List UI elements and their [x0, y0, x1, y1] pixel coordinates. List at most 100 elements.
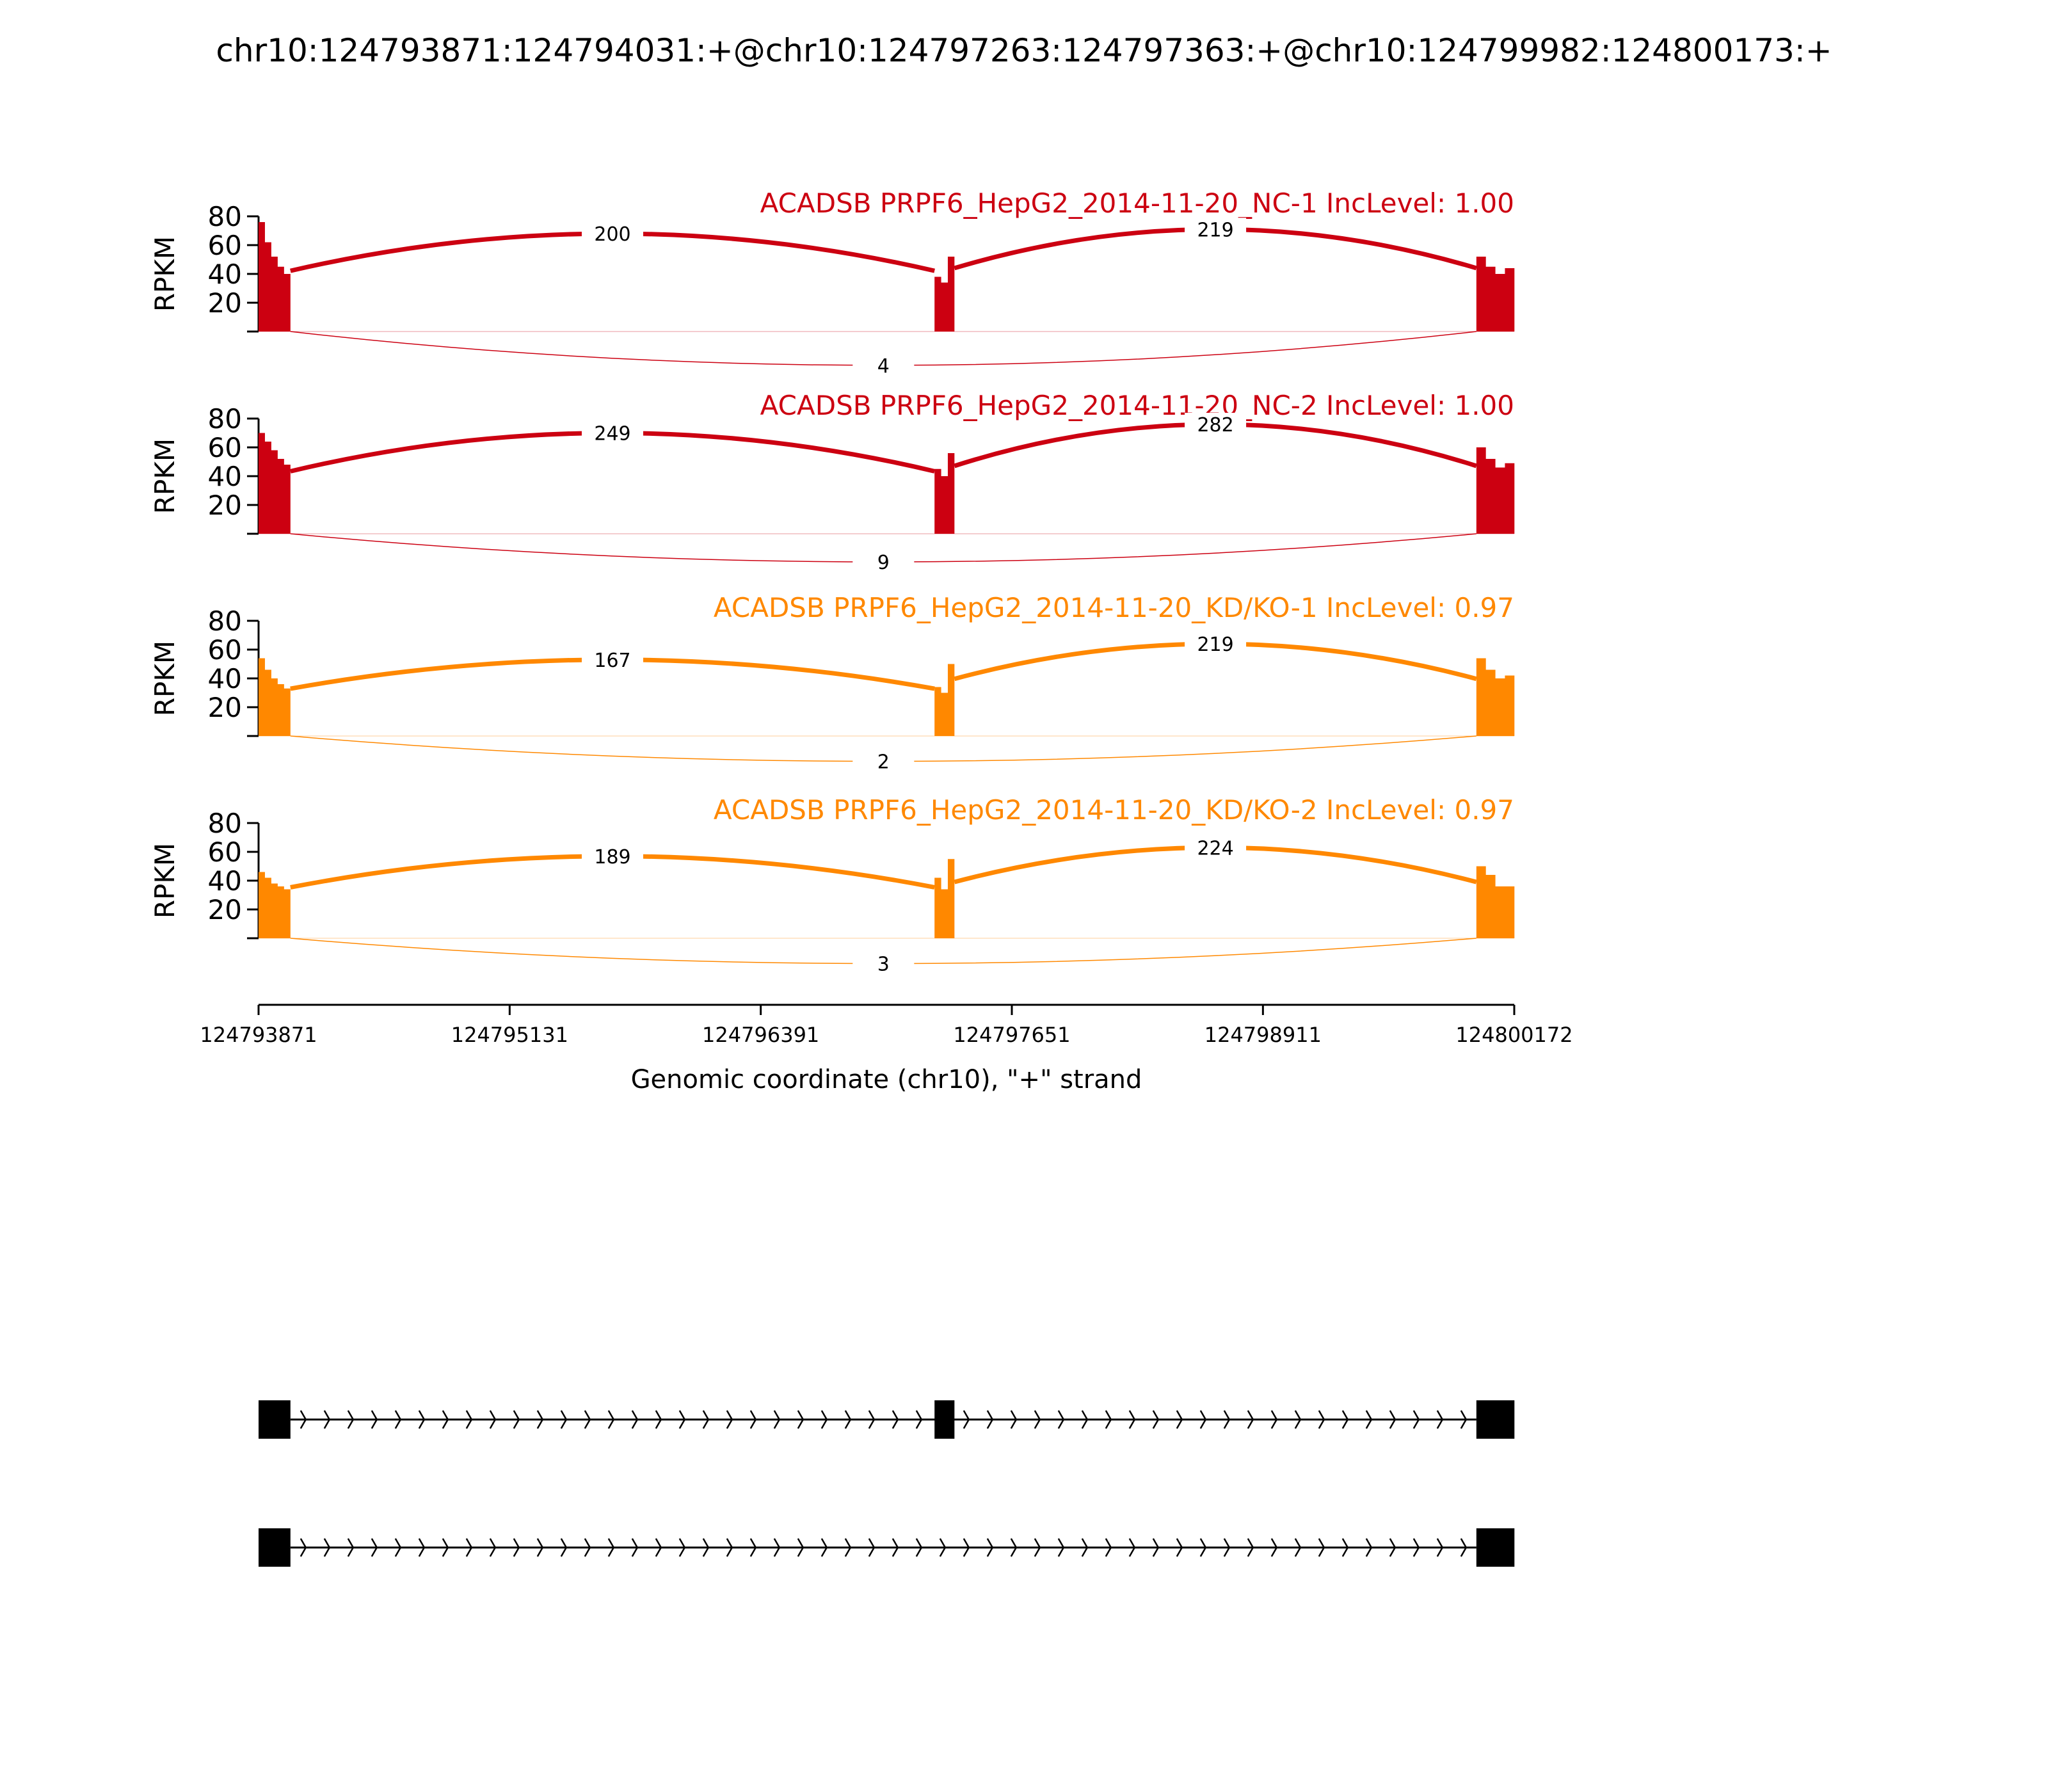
strand-arrow-icon	[1199, 1410, 1207, 1429]
strand-arrow-icon	[442, 1538, 449, 1557]
y-axis-label: RPKM	[149, 438, 180, 514]
junction-count: 189	[594, 846, 630, 868]
strand-arrow-icon	[915, 1538, 923, 1557]
y-tick-label: 80	[208, 403, 242, 435]
track-title: ACADSB PRPF6_HepG2_2014-11-20_KD/KO-1 In…	[714, 592, 1514, 623]
strand-arrow-icon	[418, 1538, 426, 1557]
junction-count: 9	[877, 552, 890, 574]
junction-label-bg	[852, 952, 915, 975]
strand-arrow-icon	[1389, 1538, 1396, 1557]
junction-count: 219	[1197, 634, 1233, 656]
junction-label-bg	[1185, 218, 1247, 241]
strand-arrow-icon	[939, 1538, 947, 1557]
coverage-block	[259, 222, 291, 332]
strand-arrow-icon	[323, 1410, 331, 1429]
strand-arrow-icon	[844, 1538, 852, 1557]
coverage-block	[1476, 866, 1515, 938]
strand-arrow-icon	[536, 1410, 544, 1429]
x-axis-label: Genomic coordinate (chr10), "+" strand	[631, 1065, 1142, 1094]
track-title: ACADSB PRPF6_HepG2_2014-11-20_NC-1 IncLe…	[760, 188, 1514, 219]
strand-arrow-icon	[892, 1410, 899, 1429]
strand-arrow-icon	[347, 1538, 355, 1557]
y-tick-label: 20	[208, 490, 242, 521]
strand-arrow-icon	[702, 1410, 710, 1429]
y-tick-label: 20	[208, 692, 242, 723]
coverage-block	[259, 872, 291, 938]
strand-arrow-icon	[347, 1410, 355, 1429]
strand-arrow-icon	[1081, 1538, 1089, 1557]
strand-arrow-icon	[1460, 1538, 1468, 1557]
strand-arrow-icon	[300, 1410, 307, 1429]
strand-arrow-icon	[702, 1538, 710, 1557]
strand-arrow-icon	[773, 1410, 781, 1429]
strand-arrow-icon	[1270, 1410, 1278, 1429]
strand-arrow-icon	[1176, 1410, 1183, 1429]
y-tick-label: 40	[208, 865, 242, 897]
x-tick-label: 124797651	[953, 1023, 1070, 1047]
junction-label-bg	[582, 421, 644, 445]
junction-count: 219	[1197, 219, 1233, 241]
junction-label-bg	[852, 749, 915, 773]
coverage-block	[1476, 257, 1515, 332]
strand-arrow-icon	[1152, 1538, 1160, 1557]
x-tick-label: 124795131	[451, 1023, 568, 1047]
strand-arrow-icon	[868, 1538, 876, 1557]
strand-arrow-icon	[442, 1410, 449, 1429]
isoform-2	[259, 1528, 1515, 1567]
strand-arrow-icon	[1460, 1410, 1468, 1429]
strand-arrow-icon	[678, 1410, 686, 1429]
exon-block	[1476, 1400, 1515, 1439]
y-tick-label: 80	[208, 808, 242, 839]
strand-arrow-icon	[300, 1538, 307, 1557]
y-tick-label: 40	[208, 461, 242, 492]
strand-arrow-icon	[963, 1538, 970, 1557]
strand-arrow-icon	[1081, 1410, 1089, 1429]
strand-arrow-icon	[655, 1410, 662, 1429]
y-tick-label: 60	[208, 230, 242, 261]
strand-arrow-icon	[513, 1538, 520, 1557]
strand-arrow-icon	[1270, 1538, 1278, 1557]
strand-arrow-icon	[797, 1538, 804, 1557]
strand-arrow-icon	[489, 1538, 497, 1557]
strand-arrow-icon	[1412, 1410, 1420, 1429]
junction-count: 282	[1197, 414, 1233, 436]
y-axis-label: RPKM	[149, 236, 180, 312]
y-tick-label: 20	[208, 894, 242, 925]
isoform-models	[259, 1400, 1515, 1567]
strand-arrow-icon	[607, 1538, 615, 1557]
strand-arrow-icon	[631, 1410, 639, 1429]
strand-arrow-icon	[986, 1410, 994, 1429]
y-tick-label: 60	[208, 432, 242, 463]
strand-arrow-icon	[1436, 1538, 1444, 1557]
strand-arrow-icon	[607, 1410, 615, 1429]
y-axis-label: RPKM	[149, 843, 180, 918]
strand-arrow-icon	[584, 1410, 591, 1429]
y-axis-label: RPKM	[149, 641, 180, 716]
strand-arrow-icon	[560, 1410, 568, 1429]
x-tick-label: 124798911	[1204, 1023, 1322, 1047]
x-tick-label: 124800172	[1455, 1023, 1572, 1047]
strand-arrow-icon	[1223, 1410, 1231, 1429]
strand-arrow-icon	[749, 1410, 757, 1429]
strand-arrow-icon	[1057, 1538, 1065, 1557]
strand-arrow-icon	[465, 1410, 473, 1429]
strand-arrow-icon	[1034, 1410, 1041, 1429]
strand-arrow-icon	[1294, 1410, 1302, 1429]
junction-count: 2	[877, 751, 890, 774]
exon-block	[934, 1400, 955, 1439]
junction-count: 200	[594, 223, 630, 246]
coverage-block	[934, 453, 955, 534]
coverage-block	[934, 664, 955, 736]
strand-arrow-icon	[844, 1410, 852, 1429]
strand-arrow-icon	[631, 1538, 639, 1557]
strand-arrow-icon	[1294, 1538, 1302, 1557]
junction-label-bg	[1185, 632, 1247, 655]
coverage-block	[1476, 658, 1515, 736]
coverage-block	[259, 658, 291, 736]
y-tick-label: 80	[208, 605, 242, 637]
strand-arrow-icon	[1223, 1538, 1231, 1557]
